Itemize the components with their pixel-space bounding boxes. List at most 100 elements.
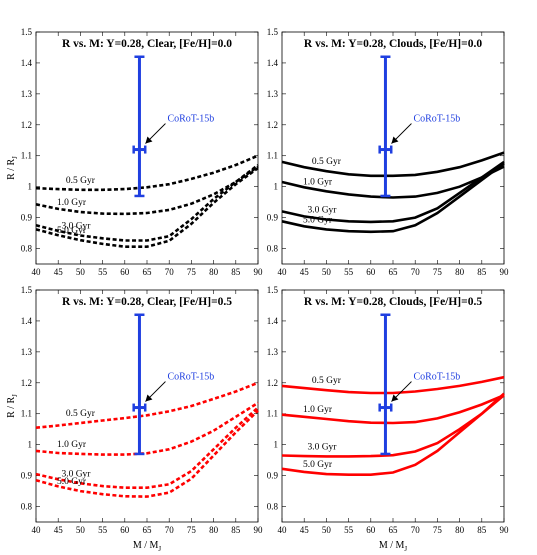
y-tick-label: 1.5 [21, 27, 33, 37]
obs-label: CoRoT-15b [167, 372, 214, 383]
x-tick-label: 85 [231, 525, 241, 535]
panel-title: R vs. M: Y=0.28, Clouds, [Fe/H]=0.0 [304, 38, 482, 50]
panel-1: 40 45 50 55 60 65 70 75 80 85 90 0.8 0.9 1 1.1 1.2 1.3 1.… [21, 27, 263, 277]
y-tick-label: 1.2 [267, 378, 278, 388]
panel-title: R vs. M: Y=0.28, Clear, [Fe/H]=0.0 [62, 38, 232, 50]
y-tick-label: 1 [274, 182, 279, 192]
y-tick-label: 1 [274, 440, 279, 450]
x-tick-label: 40 [278, 267, 288, 277]
series-line-1-0-gyr [35, 163, 259, 216]
x-tick-label: 40 [278, 525, 288, 535]
series-line-0-5-gyr [35, 154, 259, 192]
obs-arrowhead [145, 136, 153, 144]
series-label: 0.5 Gyr [66, 409, 96, 419]
series-line-0-5-gyr [281, 151, 505, 178]
y-tick-label: 1.2 [21, 120, 32, 130]
series-label: 5.0 Gyr [303, 460, 333, 470]
x-tick-label: 45 [300, 267, 310, 277]
y-tick-label: 1.2 [21, 378, 32, 388]
x-tick-label: 70 [165, 525, 175, 535]
series-line-5-0-gyr [35, 409, 259, 498]
x-tick-label: 90 [254, 525, 264, 535]
y-tick-label: 1.3 [21, 89, 33, 99]
x-tick-label: 50 [322, 267, 332, 277]
y-tick-label: 1.1 [21, 409, 32, 419]
x-tick-label: 55 [98, 525, 108, 535]
x-tick-label: 70 [165, 267, 175, 277]
x-tick-label: 45 [54, 267, 64, 277]
x-tick-label: 65 [143, 525, 153, 535]
x-tick-label: 45 [54, 525, 64, 535]
x-tick-label: 55 [98, 267, 108, 277]
y-tick-label: 1 [28, 182, 33, 192]
x-tick-label: 80 [209, 525, 219, 535]
y-tick-label: 1.1 [267, 409, 278, 419]
x-tick-label: 75 [433, 525, 443, 535]
series-line-1-0-gyr [281, 165, 505, 199]
y-tick-label: 1.4 [21, 316, 33, 326]
plot-frame [281, 31, 505, 265]
x-tick-label: 40 [32, 525, 42, 535]
x-tick-label: 80 [455, 525, 465, 535]
series-label: 0.5 Gyr [66, 176, 96, 186]
series-line-3-0-gyr [35, 406, 259, 489]
y-tick-label: 0.8 [21, 502, 33, 512]
x-tick-label: 80 [209, 267, 219, 277]
series-line-1-0-gyr [35, 401, 259, 456]
x-tick-label: 90 [254, 267, 264, 277]
series-label: 3.0 Gyr [61, 222, 91, 232]
series-label: 0.5 Gyr [312, 376, 342, 386]
x-tick-label: 85 [231, 267, 241, 277]
x-tick-label: 80 [455, 267, 465, 277]
x-tick-label: 65 [143, 267, 153, 277]
series-line-0-5-gyr [281, 375, 505, 395]
series-label: 1.0 Gyr [303, 405, 333, 415]
obs-arrowhead [391, 136, 399, 144]
x-tick-label: 60 [120, 525, 130, 535]
x-tick-label: 50 [76, 525, 86, 535]
panel-3: 40 45 50 55 60 65 70 75 80 85 90 0.8 0.9 1 1.1 1.2 1.3 1.… [21, 285, 263, 535]
x-tick-label: 50 [76, 267, 86, 277]
y-tick-label: 1.1 [21, 151, 32, 161]
x-tick-label: 60 [366, 267, 376, 277]
series-line-3-0-gyr [281, 160, 505, 224]
x-tick-label: 50 [322, 525, 332, 535]
x-tick-label: 70 [411, 267, 421, 277]
series-line-3-0-gyr [281, 392, 505, 458]
series-label: 5.0 Gyr [303, 215, 333, 225]
observation-point [378, 55, 393, 198]
series-label: 3.0 Gyr [307, 442, 337, 452]
series-label: 5.0 Gyr [57, 226, 87, 236]
y-tick-label: 1.5 [21, 285, 33, 295]
x-tick-label: 85 [477, 525, 487, 535]
series-label: 3.0 Gyr [307, 205, 337, 215]
x-tick-label: 55 [344, 525, 354, 535]
x-tick-label: 45 [300, 525, 310, 535]
x-tick-label: 60 [120, 267, 130, 277]
x-tick-label: 85 [477, 267, 487, 277]
x-tick-label: 40 [32, 267, 42, 277]
y-tick-label: 1 [28, 440, 33, 450]
observation-point [132, 55, 147, 198]
y-tick-label: 1.4 [267, 316, 279, 326]
series-label: 3.0 Gyr [61, 469, 91, 479]
series-label: 1.0 Gyr [57, 198, 87, 208]
series-label: 1.0 Gyr [303, 177, 333, 187]
series-line-1-0-gyr [281, 394, 505, 425]
obs-label: CoRoT-15b [413, 114, 460, 125]
y-tick-label: 0.9 [21, 213, 33, 223]
y-tick-label: 1.4 [267, 58, 279, 68]
panel-title: R vs. M: Y=0.28, Clear, [Fe/H]=0.5 [62, 296, 232, 308]
x-tick-label: 65 [389, 267, 399, 277]
series-label: 1.0 Gyr [57, 440, 87, 450]
y-tick-label: 0.9 [21, 471, 33, 481]
ylabel-top: R / RJ [6, 156, 19, 180]
y-tick-label: 0.9 [267, 471, 279, 481]
series-line-5-0-gyr [35, 167, 259, 248]
x-tick-label: 70 [411, 525, 421, 535]
obs-arrowhead [145, 394, 153, 402]
panel-4: 40 45 50 55 60 65 70 75 80 85 90 0.8 0.9 1 1.1 1.2 1.3 1.… [267, 285, 509, 535]
obs-label: CoRoT-15b [413, 372, 460, 383]
x-tick-label: 55 [344, 267, 354, 277]
